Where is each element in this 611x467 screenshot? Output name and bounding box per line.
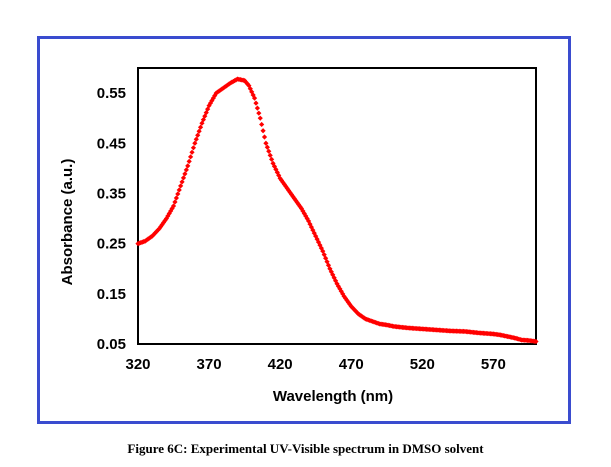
data-point [172,199,178,205]
data-point [153,228,160,235]
data-point [162,217,168,224]
data-point [257,115,263,121]
data-point [300,208,306,214]
data-point [354,309,360,315]
data-point [345,299,351,305]
data-point [182,171,188,177]
x-tick-label: 320 [125,356,150,373]
data-point [175,191,181,197]
data-point [297,203,303,210]
data-point [323,255,329,261]
data-point [180,175,187,181]
uv-vis-chart: 320 370 420 470 520 570 0.050.150.250.350.450… [59,67,539,405]
figure-frame: 320 370 420 470 520 570 0.05 0.15 0.25 0.35 0.45 0… [37,36,571,424]
data-point [176,187,182,193]
data-point [173,195,179,201]
y-axis-title: Absorbance (a.u.) [59,159,76,286]
data-point [200,117,206,123]
data-point [267,152,273,158]
y-tick-label: 0.55 [97,85,126,102]
y-tick-label: 0.35 [97,185,126,202]
data-point [197,124,204,130]
data-point [340,291,346,297]
data-point [183,167,189,173]
x-tick-label: 470 [339,356,364,373]
x-tick-label: 420 [268,356,293,373]
figure-caption: Figure 6C: Experimental UV-Visible spect… [127,441,484,456]
data-point [347,301,353,307]
data-point [278,177,285,184]
y-tick-label: 0.15 [97,286,126,303]
data-point [190,145,197,151]
data-point [301,210,307,217]
data-point [314,236,320,242]
plot-area [137,67,537,345]
data-point [304,215,310,222]
data-point [344,297,350,303]
data-point [192,140,198,146]
data-point [266,148,272,154]
data-point [202,113,208,119]
data-point [253,100,259,106]
x-tick-labels: 320 370 420 470 520 570 [125,356,505,373]
y-tick-labels: 0.05 0.15 0.25 0.35 0.45 0.55 [97,85,126,353]
data-point [179,179,185,185]
data-point [196,128,202,134]
y-tick-label: 0.05 [97,336,126,353]
data-point [337,286,343,292]
data-point [178,183,184,189]
y-tick-label: 0.45 [97,135,126,152]
data-point [351,306,357,312]
data-point [296,201,302,208]
x-tick-label: 370 [197,356,222,373]
data-point [308,224,315,230]
data-point [185,163,191,169]
data-point [318,245,324,251]
x-tick-label: 520 [410,356,435,373]
data-point [288,191,295,198]
data-point [331,275,337,281]
data-point [170,203,177,209]
data-point [189,149,195,155]
data-point [293,197,299,204]
data-point [313,233,319,239]
x-tick-label: 570 [481,356,506,373]
data-point [251,95,258,101]
data-point [533,338,539,345]
data-point [350,305,356,311]
y-tick-label: 0.25 [97,236,126,253]
data-point [327,266,333,272]
data-point [193,136,199,142]
x-axis-title: Wavelength (nm) [273,388,393,405]
data-point [341,293,347,299]
data-point [270,160,276,166]
data-point [187,154,194,160]
data-point [261,134,268,140]
